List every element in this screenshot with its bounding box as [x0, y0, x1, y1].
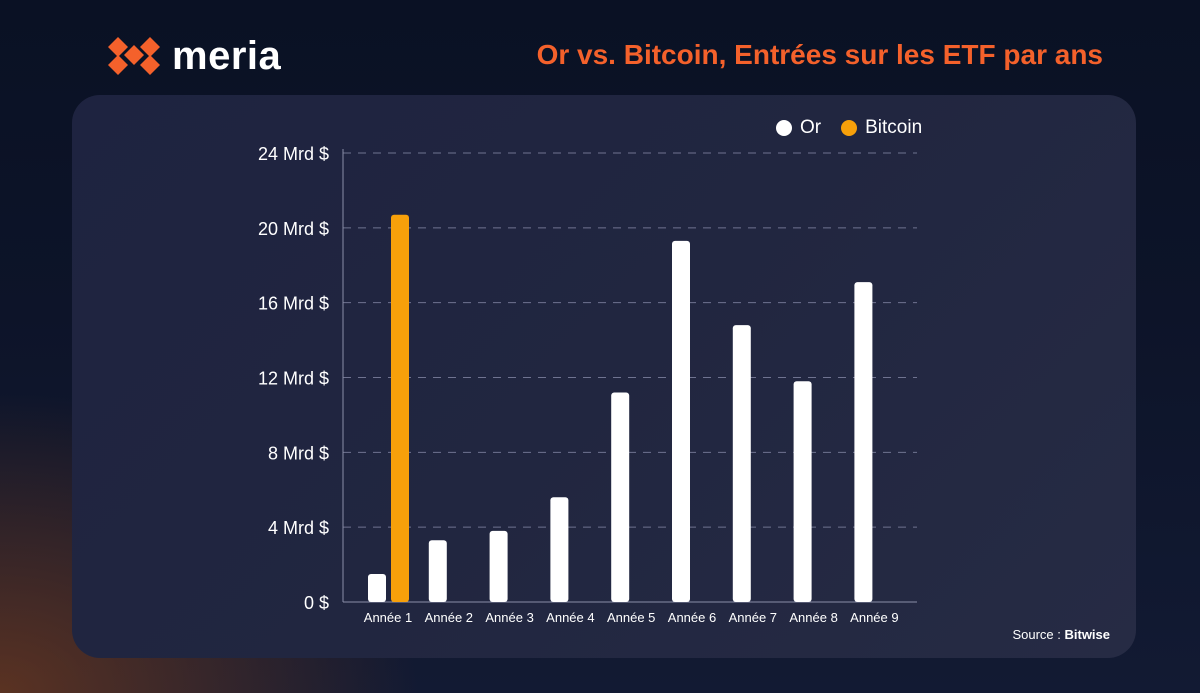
- bar-or: [793, 381, 812, 602]
- x-tick-label: Année 3: [485, 610, 533, 625]
- x-tick-label: Année 9: [850, 610, 898, 625]
- y-tick-label: 8 Mrd $: [268, 443, 329, 463]
- legend-swatch-bitcoin: [841, 120, 858, 136]
- y-tick-label: 24 Mrd $: [258, 144, 329, 164]
- x-tick-label: Année 7: [729, 610, 777, 625]
- bar-or: [489, 530, 508, 602]
- bar-or: [428, 540, 447, 602]
- meria-logo-icon: [108, 37, 160, 75]
- chart-legend: Or Bitcoin: [776, 117, 942, 139]
- source-note: Source : Bitwise: [1012, 627, 1110, 642]
- bar-or: [672, 240, 690, 602]
- brand-name: meria: [172, 34, 282, 78]
- x-tick-label: Année 8: [789, 610, 837, 625]
- bar-chart: 0 $ 4 Mrd $ 8 Mrd $ 12 Mrd $ 16 Mrd $ 20 Mrd …: [258, 144, 917, 625]
- x-tick-label: Année 1: [364, 610, 412, 625]
- chart-card: 0 $ 4 Mrd $ 8 Mrd $ 12 Mrd $ 16 Mrd $ 20 Mrd …: [72, 95, 1136, 658]
- source-value: Bitwise: [1064, 627, 1110, 642]
- y-tick-label: 0 $: [304, 593, 329, 613]
- bar-bitcoin: [391, 214, 409, 603]
- x-tick-label: Année 2: [425, 610, 473, 625]
- legend-item-bitcoin: Bitcoin: [841, 117, 922, 139]
- page-title: Or vs. Bitcoin, Entrées sur les ETF par …: [536, 39, 1103, 70]
- legend-label-or: Or: [800, 117, 822, 138]
- bar-or: [550, 497, 569, 602]
- y-tick-label: 4 Mrd $: [268, 518, 329, 538]
- y-tick-label: 16 Mrd $: [258, 294, 329, 314]
- y-tick-label: 12 Mrd $: [258, 369, 329, 389]
- brand-logo: meria: [108, 36, 281, 76]
- x-tick-label: Année 5: [607, 610, 655, 625]
- bar-or: [368, 573, 386, 602]
- bar-or: [611, 392, 630, 602]
- source-label: Source :: [1012, 627, 1065, 642]
- x-tick-label: Année 4: [546, 610, 594, 625]
- y-tick-label: 20 Mrd $: [258, 219, 329, 239]
- legend-swatch-or: [776, 120, 792, 136]
- legend-label-bitcoin: Bitcoin: [865, 117, 923, 138]
- bar-or: [854, 282, 873, 602]
- legend-item-or: Or: [776, 117, 821, 139]
- x-tick-label: Année 6: [668, 610, 716, 625]
- bar-or: [732, 325, 751, 602]
